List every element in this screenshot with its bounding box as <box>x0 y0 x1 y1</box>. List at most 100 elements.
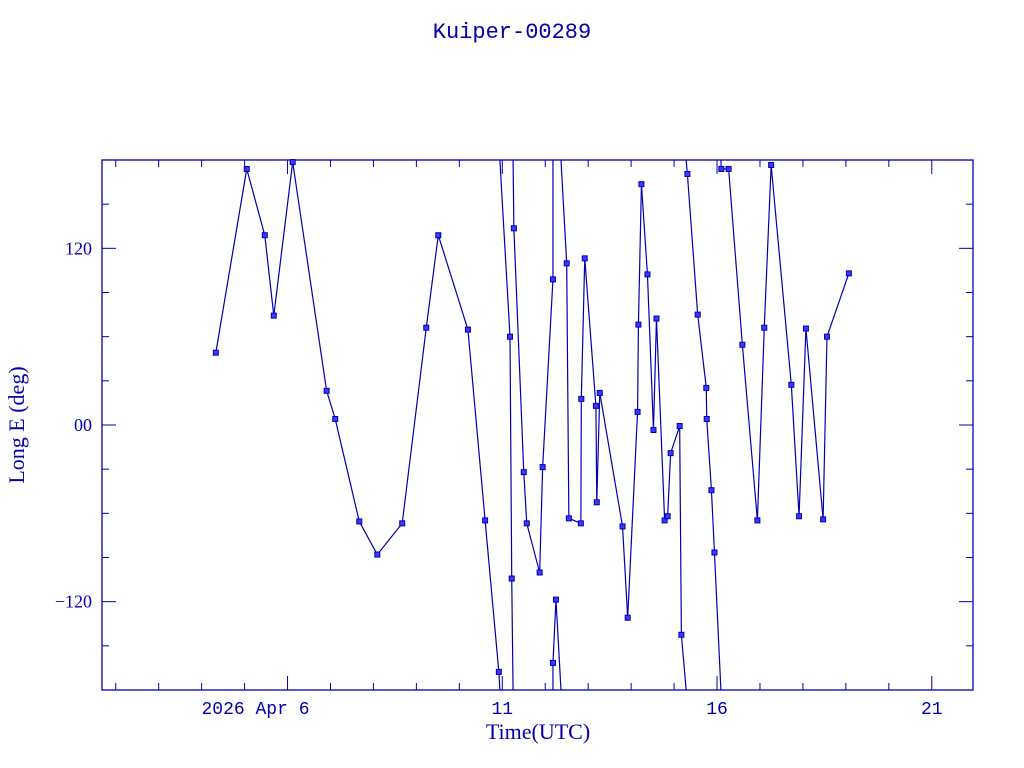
data-point <box>768 162 775 169</box>
series-segment <box>584 258 597 406</box>
series-segment <box>646 274 655 431</box>
series-segment <box>640 184 649 275</box>
series-segment <box>680 634 687 691</box>
series-segment <box>499 159 511 337</box>
data-point <box>624 614 631 621</box>
data-point <box>703 384 710 391</box>
series-segment <box>560 159 568 264</box>
data-point <box>653 315 660 322</box>
series-segment <box>358 521 378 555</box>
data-point <box>718 165 725 172</box>
series-segment <box>706 418 713 491</box>
data-point <box>423 324 430 331</box>
series-segment <box>652 318 658 431</box>
series-segment <box>826 273 850 337</box>
data-point <box>596 389 603 396</box>
series-segment <box>484 520 500 672</box>
data-point <box>552 596 559 603</box>
data-point <box>563 260 570 267</box>
series-segment <box>596 392 601 503</box>
data-point <box>356 518 363 525</box>
data-point <box>332 415 339 422</box>
data-point <box>650 427 657 434</box>
series-line <box>215 159 850 691</box>
series-segment <box>790 384 800 517</box>
x-axis-label: Time(UTC) <box>486 719 590 744</box>
data-point <box>495 668 502 675</box>
tick-labels: 2026 Apr 6 11 16 21 −120 00 120 <box>55 238 943 720</box>
data-point <box>565 515 572 522</box>
data-point <box>578 395 585 402</box>
data-point <box>661 517 668 524</box>
data-point <box>684 170 691 177</box>
data-point <box>703 415 710 422</box>
series-segment <box>580 258 586 399</box>
data-point <box>634 408 641 415</box>
series-segment <box>713 552 722 691</box>
series-segment <box>667 453 672 517</box>
series-segment <box>511 578 514 691</box>
series-segment <box>621 526 629 618</box>
data-point <box>739 341 746 348</box>
series-segment <box>805 328 824 520</box>
series-segment <box>636 324 640 412</box>
series-segment <box>437 235 469 330</box>
series-segment <box>798 328 807 517</box>
data-point <box>523 520 530 527</box>
data-point <box>212 349 219 356</box>
series-segment <box>246 168 266 236</box>
data-point <box>323 387 330 394</box>
series-segment <box>710 490 716 553</box>
data-point <box>619 523 626 530</box>
y-tick-label: 120 <box>65 238 92 258</box>
series-segment <box>555 599 562 691</box>
data-point <box>802 325 809 332</box>
series-segment <box>215 168 248 353</box>
series-segment <box>273 161 294 316</box>
series-segment <box>627 411 639 618</box>
data-point <box>243 165 250 172</box>
data-point <box>399 520 406 527</box>
y-axis-label: Long E (deg) <box>4 366 29 483</box>
data-point <box>261 232 268 239</box>
series-segment <box>264 235 275 316</box>
data-point <box>664 513 671 520</box>
data-point <box>435 232 442 239</box>
series-segment <box>599 392 624 527</box>
data-point <box>644 271 651 278</box>
series-segment <box>467 329 486 521</box>
series-segment <box>526 523 541 573</box>
series-segment <box>542 279 554 468</box>
series-segment <box>376 522 403 555</box>
data-point <box>536 569 543 576</box>
data-point <box>549 659 556 666</box>
series-segment <box>425 235 439 328</box>
series-segment <box>513 228 525 473</box>
series-segment <box>822 336 828 520</box>
y-tick-label: 00 <box>74 415 92 435</box>
data-point <box>796 513 803 520</box>
series-segment <box>770 164 792 385</box>
plot-frame <box>101 159 974 691</box>
data-point <box>508 575 515 582</box>
data-point <box>761 324 768 331</box>
series-segment <box>292 161 328 391</box>
data-point <box>539 464 546 471</box>
series-segment <box>401 327 427 524</box>
data-point <box>845 270 852 277</box>
series-segment <box>334 418 360 522</box>
data-point <box>592 402 599 409</box>
data-point <box>754 517 761 524</box>
series-segment <box>552 599 557 663</box>
series-segment <box>637 184 643 325</box>
series-segment <box>326 390 336 420</box>
series-segment <box>697 314 707 388</box>
data-point <box>823 333 830 340</box>
data-point <box>638 181 645 188</box>
data-point <box>788 381 795 388</box>
data-point <box>549 276 556 283</box>
series-segment <box>566 263 570 519</box>
data-point <box>593 499 600 506</box>
data-point <box>725 165 732 172</box>
